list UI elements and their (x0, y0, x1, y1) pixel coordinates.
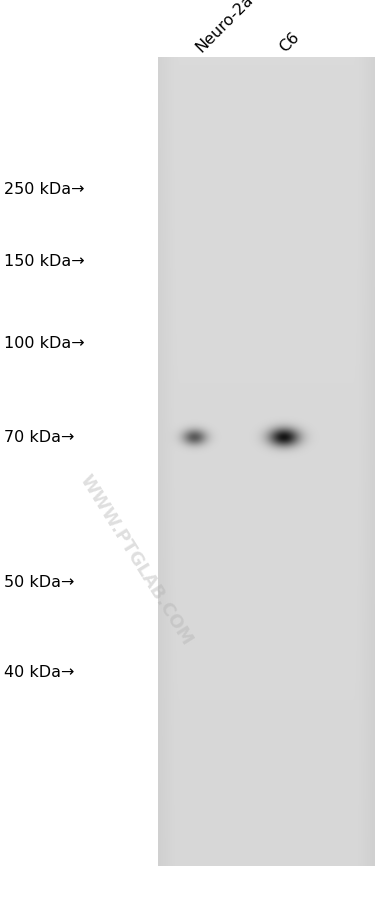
Text: 50 kDa→: 50 kDa→ (4, 575, 74, 589)
Text: 250 kDa→: 250 kDa→ (4, 182, 84, 197)
Text: 70 kDa→: 70 kDa→ (4, 430, 74, 445)
Text: C6: C6 (276, 30, 302, 55)
Text: 100 kDa→: 100 kDa→ (4, 336, 84, 350)
Text: Neuro-2a: Neuro-2a (193, 0, 256, 55)
Text: 40 kDa→: 40 kDa→ (4, 665, 74, 679)
Text: WWW.PTGLAB.COM: WWW.PTGLAB.COM (76, 471, 196, 648)
Text: 150 kDa→: 150 kDa→ (4, 254, 84, 269)
